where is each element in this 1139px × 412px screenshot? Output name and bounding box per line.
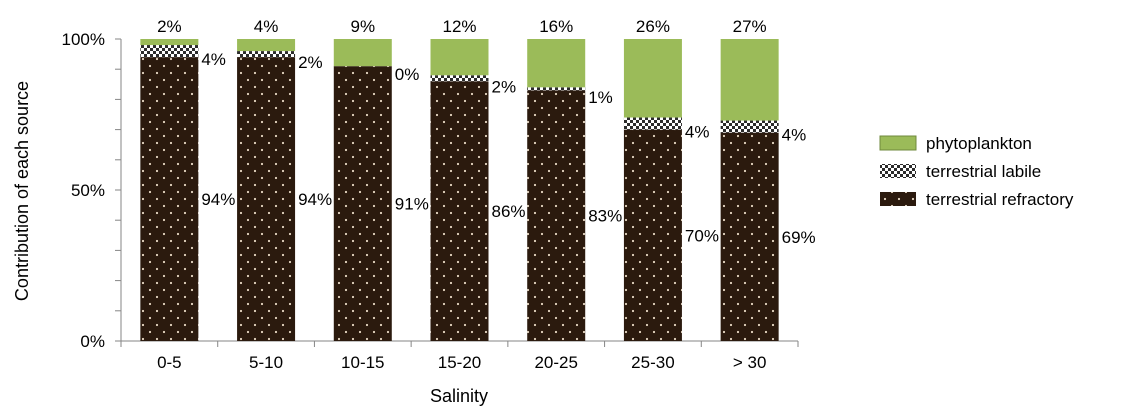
x-tick-label: 10-15 <box>341 353 384 372</box>
data-label-phytoplankton: 26% <box>636 17 670 36</box>
data-label-terrestrial-refractory: 69% <box>782 228 816 247</box>
data-label-phytoplankton: 4% <box>254 17 279 36</box>
data-label-terrestrial-labile: 2% <box>298 53 323 72</box>
legend-swatch-phytoplankton <box>879 135 917 151</box>
data-label-terrestrial-labile: 4% <box>201 50 226 69</box>
data-label-terrestrial-labile: 1% <box>588 88 613 107</box>
bar-terrestrial-refractory <box>623 129 682 341</box>
y-tick-label: 100% <box>62 30 105 49</box>
x-axis-title: Salinity <box>430 386 488 406</box>
x-tick-label: 20-25 <box>534 353 577 372</box>
legend-swatch-terrestrial-labile <box>880 164 916 178</box>
bar-terrestrial-refractory <box>237 57 296 342</box>
bar-phytoplankton <box>237 39 296 52</box>
x-tick-label: 15-20 <box>438 353 481 372</box>
data-label-phytoplankton: 27% <box>733 17 767 36</box>
x-tick-label: 25-30 <box>631 353 674 372</box>
bar-terrestrial-refractory <box>527 90 586 341</box>
data-label-terrestrial-labile: 4% <box>782 126 807 145</box>
bar-terrestrial-refractory <box>430 81 489 341</box>
data-label-terrestrial-labile: 0% <box>395 65 420 84</box>
data-label-phytoplankton: 9% <box>350 17 375 36</box>
data-label-terrestrial-labile: 2% <box>492 77 517 96</box>
bar-phytoplankton <box>333 39 392 67</box>
bar-terrestrial-refractory <box>333 66 392 342</box>
legend-label-terrestrial-refractory: terrestrial refractory <box>926 190 1074 209</box>
x-tick-label: > 30 <box>733 353 767 372</box>
data-label-phytoplankton: 2% <box>157 17 182 36</box>
bar-terrestrial-labile <box>237 51 296 58</box>
bar-terrestrial-labile <box>527 87 586 91</box>
x-tick-label: 5-10 <box>249 353 283 372</box>
plot-area: 0% 50% 100% 0-5 94% 4% 2% 5-10 94% 2% 4% 10-15 91% 0%… <box>62 17 816 372</box>
bar-terrestrial-labile <box>623 117 682 130</box>
y-tick-label: 0% <box>80 332 105 351</box>
legend-label-phytoplankton: phytoplankton <box>926 134 1032 153</box>
data-label-terrestrial-refractory: 94% <box>201 190 235 209</box>
data-label-terrestrial-labile: 4% <box>685 123 710 142</box>
data-label-terrestrial-refractory: 83% <box>588 207 622 226</box>
bar-terrestrial-labile <box>430 75 489 82</box>
bar-phytoplankton <box>527 39 586 88</box>
data-label-phytoplankton: 12% <box>442 17 476 36</box>
legend-label-terrestrial-labile: terrestrial labile <box>926 162 1041 181</box>
bar-phytoplankton <box>623 39 682 118</box>
y-tick-label: 50% <box>71 181 105 200</box>
data-label-terrestrial-refractory: 91% <box>395 195 429 214</box>
legend-swatch-terrestrial-refractory <box>880 192 916 206</box>
data-label-terrestrial-refractory: 70% <box>685 226 719 245</box>
data-label-phytoplankton: 16% <box>539 17 573 36</box>
y-axis-title: Contribution of each source <box>12 81 32 301</box>
bar-phytoplankton <box>140 39 199 46</box>
data-label-terrestrial-refractory: 86% <box>492 202 526 221</box>
bar-terrestrial-refractory <box>720 132 779 341</box>
bar-terrestrial-labile <box>140 45 199 58</box>
x-tick-label: 0-5 <box>157 353 182 372</box>
legend: phytoplankton terrestrial labile terrestri… <box>879 134 1074 209</box>
bar-terrestrial-labile <box>720 120 779 133</box>
bar-phytoplankton <box>720 39 779 121</box>
bar-terrestrial-refractory <box>140 57 199 342</box>
bar-phytoplankton <box>430 39 489 76</box>
data-label-terrestrial-refractory: 94% <box>298 190 332 209</box>
